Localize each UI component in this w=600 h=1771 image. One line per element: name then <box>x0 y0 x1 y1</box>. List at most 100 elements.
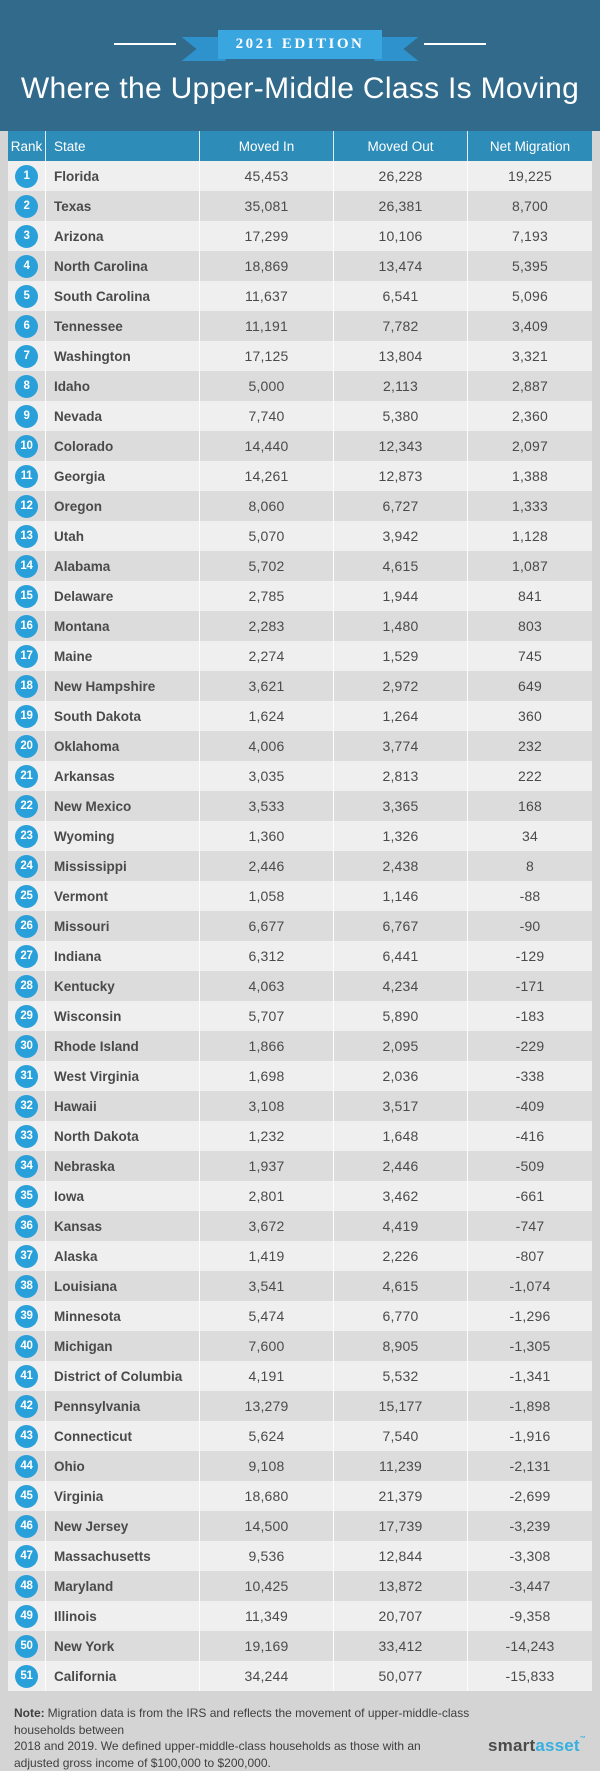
rank-badge: 14 <box>15 555 38 578</box>
moved-in-value: 5,702 <box>248 558 284 574</box>
rank-badge: 16 <box>15 615 38 638</box>
state-cell: Virginia <box>45 1481 199 1511</box>
moved-out-value: 1,146 <box>382 888 418 904</box>
net-migration-cell: -661 <box>467 1181 592 1211</box>
moved-out-cell: 1,264 <box>333 701 467 731</box>
moved-out-cell: 2,226 <box>333 1241 467 1271</box>
net-migration-cell: -129 <box>467 941 592 971</box>
moved-in-cell: 35,081 <box>199 191 333 221</box>
state-cell: Illinois <box>45 1601 199 1631</box>
moved-in-cell: 4,191 <box>199 1361 333 1391</box>
state-name: Montana <box>54 619 110 634</box>
moved-in-value: 6,312 <box>248 948 284 964</box>
column-header-net-migration: Net Migration <box>467 131 592 161</box>
net-migration-value: 3,409 <box>512 318 548 334</box>
table-row: 38 Louisiana 3,541 4,615 -1,074 <box>8 1271 592 1301</box>
state-cell: Kentucky <box>45 971 199 1001</box>
state-cell: Georgia <box>45 461 199 491</box>
rank-badge: 42 <box>15 1395 38 1418</box>
net-migration-value: -88 <box>520 888 541 904</box>
brand-word-smart: smart <box>488 1736 535 1755</box>
moved-out-value: 2,113 <box>383 378 418 394</box>
state-name: Indiana <box>54 949 101 964</box>
net-migration-value: -1,916 <box>510 1428 551 1444</box>
rank-badge: 38 <box>15 1275 38 1298</box>
moved-out-value: 2,036 <box>382 1068 418 1084</box>
footer: Note:Migration data is from the IRS and … <box>0 1691 600 1770</box>
moved-in-cell: 2,785 <box>199 581 333 611</box>
state-name: New Mexico <box>54 799 131 814</box>
rank-cell: 1 <box>8 161 45 191</box>
state-cell: Alabama <box>45 551 199 581</box>
moved-in-value: 7,600 <box>248 1338 284 1354</box>
moved-in-cell: 1,698 <box>199 1061 333 1091</box>
rank-badge: 49 <box>15 1605 38 1628</box>
moved-out-value: 3,942 <box>382 528 418 544</box>
net-migration-cell: 360 <box>467 701 592 731</box>
rank-badge: 33 <box>15 1125 38 1148</box>
state-name: Maine <box>54 649 92 664</box>
moved-out-cell: 2,113 <box>333 371 467 401</box>
moved-out-cell: 6,770 <box>333 1301 467 1331</box>
rank-badge: 30 <box>15 1035 38 1058</box>
net-migration-cell: 841 <box>467 581 592 611</box>
rank-badge: 36 <box>15 1215 38 1238</box>
rank-cell: 45 <box>8 1481 45 1511</box>
net-migration-value: 168 <box>518 798 542 814</box>
net-migration-value: 5,096 <box>512 288 548 304</box>
moved-in-cell: 4,006 <box>199 731 333 761</box>
moved-out-cell: 15,177 <box>333 1391 467 1421</box>
rank-cell: 35 <box>8 1181 45 1211</box>
net-migration-cell: -1,074 <box>467 1271 592 1301</box>
state-name: Kansas <box>54 1219 102 1234</box>
net-migration-value: -338 <box>516 1068 545 1084</box>
moved-out-value: 13,804 <box>378 348 422 364</box>
net-migration-cell: -1,341 <box>467 1361 592 1391</box>
net-migration-value: 360 <box>518 708 542 724</box>
net-migration-value: -1,296 <box>510 1308 551 1324</box>
net-migration-cell: -171 <box>467 971 592 1001</box>
net-migration-value: 2,097 <box>512 438 548 454</box>
moved-out-value: 4,419 <box>382 1218 418 1234</box>
net-migration-cell: 2,360 <box>467 401 592 431</box>
state-name: North Dakota <box>54 1129 139 1144</box>
smartasset-logo: smartasset™ <box>488 1736 586 1756</box>
moved-out-value: 2,226 <box>382 1248 418 1264</box>
rank-cell: 27 <box>8 941 45 971</box>
net-migration-cell: 7,193 <box>467 221 592 251</box>
moved-out-cell: 1,944 <box>333 581 467 611</box>
moved-in-cell: 9,108 <box>199 1451 333 1481</box>
state-name: Maryland <box>54 1579 113 1594</box>
net-migration-cell: -1,305 <box>467 1331 592 1361</box>
moved-out-value: 2,095 <box>382 1038 418 1054</box>
state-cell: New Hampshire <box>45 671 199 701</box>
moved-in-cell: 4,063 <box>199 971 333 1001</box>
moved-out-cell: 1,529 <box>333 641 467 671</box>
net-migration-value: -3,447 <box>510 1578 551 1594</box>
state-cell: Oklahoma <box>45 731 199 761</box>
rank-cell: 10 <box>8 431 45 461</box>
net-migration-value: -661 <box>516 1188 545 1204</box>
moved-in-value: 5,070 <box>248 528 284 544</box>
table-row: 22 New Mexico 3,533 3,365 168 <box>8 791 592 821</box>
net-migration-value: 19,225 <box>508 168 552 184</box>
moved-in-value: 18,680 <box>244 1488 288 1504</box>
state-cell: North Dakota <box>45 1121 199 1151</box>
net-migration-cell: 232 <box>467 731 592 761</box>
moved-in-value: 10,425 <box>244 1578 288 1594</box>
state-cell: Connecticut <box>45 1421 199 1451</box>
state-cell: Kansas <box>45 1211 199 1241</box>
moved-out-value: 12,343 <box>378 438 422 454</box>
net-migration-value: -747 <box>516 1218 545 1234</box>
net-migration-cell: 168 <box>467 791 592 821</box>
table-row: 31 West Virginia 1,698 2,036 -338 <box>8 1061 592 1091</box>
state-name: Oregon <box>54 499 102 514</box>
moved-out-value: 6,767 <box>382 918 418 934</box>
net-migration-value: -1,305 <box>510 1338 551 1354</box>
page-title: Where the Upper-Middle Class Is Moving <box>0 72 600 106</box>
rank-badge: 48 <box>15 1575 38 1598</box>
moved-in-value: 4,191 <box>248 1368 284 1384</box>
table-row: 23 Wyoming 1,360 1,326 34 <box>8 821 592 851</box>
moved-out-value: 2,813 <box>382 768 418 784</box>
moved-out-value: 26,228 <box>378 168 422 184</box>
